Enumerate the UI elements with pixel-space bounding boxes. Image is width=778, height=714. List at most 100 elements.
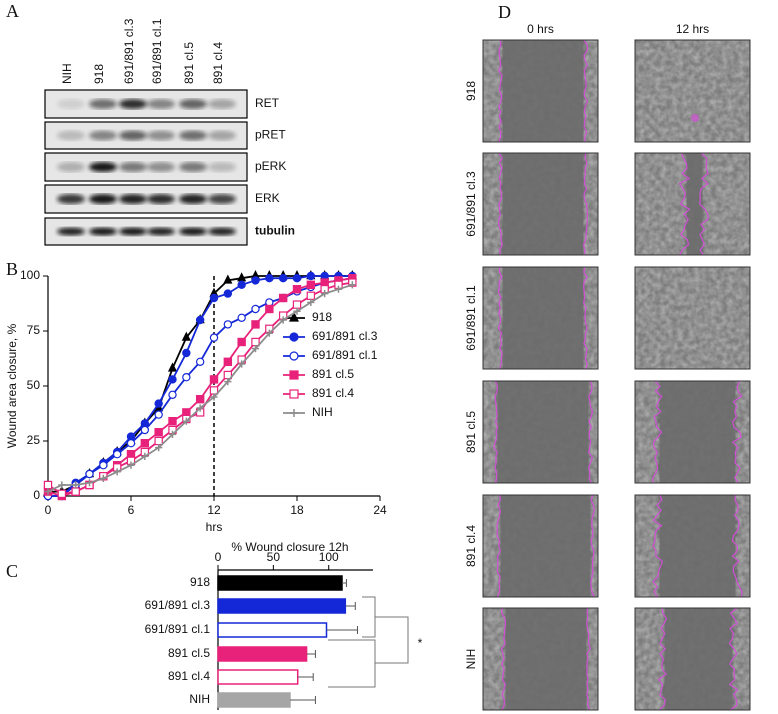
marker [289,389,299,399]
marker [289,370,299,380]
lane-label: 891 cl.5 [182,42,196,84]
wound-gap [505,608,587,710]
y-tick-label: 75 [27,323,41,337]
marker [43,480,53,490]
marker [112,450,122,459]
marker [224,378,232,386]
band [179,194,207,204]
marker [237,337,246,347]
wound-gap [500,495,591,597]
marker [182,373,191,382]
wound-edge [498,152,503,256]
wound-edge [493,380,499,484]
wound-edge [652,494,663,598]
wound-edge [691,114,699,122]
error-bar [342,579,347,587]
marker [141,452,149,460]
micrograph-frame [634,266,751,370]
marker [290,409,298,417]
band [147,99,175,109]
micrograph-frame [482,607,599,711]
legend-label: 891 cl.5 [312,367,354,381]
marker [223,357,233,367]
marker [334,285,343,293]
band [179,99,207,109]
marker [182,348,191,358]
legend-label: 918 [312,310,332,324]
marker [210,393,218,401]
legend-label: 691/891 cl.1 [312,348,378,362]
band [119,162,147,172]
marker [182,417,190,425]
wound-edge [583,39,589,143]
marker [154,428,163,437]
wound-gap [502,40,584,142]
marker [348,281,356,289]
series-line [48,277,353,497]
wound-gap [659,381,736,483]
row-label: 891 cl.5 [464,411,478,453]
band [89,162,117,172]
row-label: 918 [464,81,478,101]
marker [44,488,52,496]
wound-edge [498,39,503,143]
error-bar [297,673,314,681]
wound-gap [664,608,733,710]
column-header: 12 hrs [676,22,709,36]
band [179,227,207,236]
marker [321,290,329,298]
band [89,194,117,204]
marker [181,331,191,341]
protein-label: pERK [255,159,286,173]
band [57,99,85,109]
marker [209,333,219,342]
bar [217,646,308,662]
marker [195,315,205,325]
wound-edge [582,266,588,370]
marker [154,410,163,419]
marker [195,395,205,404]
marker [289,332,299,342]
marker [223,274,233,284]
x-tick-label: 50 [267,550,281,564]
marker [292,274,302,283]
marker [265,329,273,337]
x-tick-label: 18 [290,503,304,517]
marker [140,425,150,435]
protein-label: tubulin [255,224,295,238]
wound-edge [728,607,739,711]
marker [168,430,177,438]
marker [167,362,178,372]
wound-edge [500,607,507,711]
band [57,194,85,204]
band [179,130,207,141]
marker [306,291,316,301]
y-axis-label: Wound area closure, % [5,323,19,448]
band [208,130,236,141]
category-label: 891 cl.5 [168,646,210,660]
band [208,162,236,172]
protein-label: pRET [255,128,286,142]
wound-edge [652,380,663,484]
bar [217,622,328,638]
marker [99,474,107,482]
micrograph-frame [482,380,599,484]
wound-edge [587,380,594,484]
marker [292,285,302,294]
bar [217,669,299,685]
micrograph-frame [482,494,599,598]
marker [265,304,274,314]
x-axis-label: hrs [206,520,223,534]
wound-edge [657,607,668,711]
wound-edge [497,266,503,370]
category-label: 918 [190,575,210,589]
lane-label: 891 cl.4 [211,42,225,84]
band [147,227,175,236]
marker [57,489,67,499]
series-line [48,275,353,497]
x-tick-label: 6 [128,503,135,517]
marker [289,351,299,361]
band [119,130,147,141]
wound-gap [502,153,584,255]
marker [251,304,260,314]
